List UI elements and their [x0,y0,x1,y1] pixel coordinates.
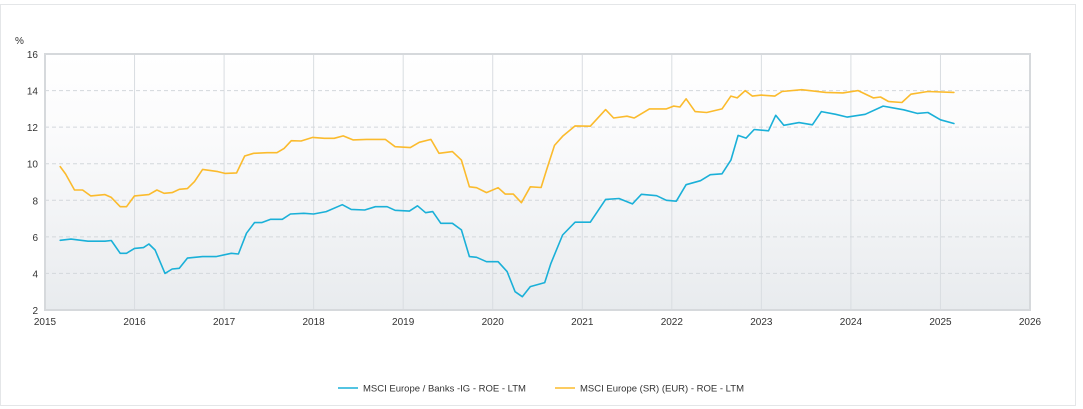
x-tick-label: 2022 [661,317,684,328]
y-tick-label: 16 [27,50,39,61]
x-tick-label: 2025 [929,317,952,328]
legend-label: MSCI Europe (SR) (EUR) - ROE - LTM [580,384,744,395]
x-tick-label: 2026 [1019,317,1042,328]
y-tick-label: 10 [27,160,39,171]
x-tick-label: 2024 [840,317,863,328]
y-tick-label: 6 [32,233,38,244]
x-tick-label: 2017 [213,317,236,328]
x-tick-label: 2023 [750,317,773,328]
y-tick-label: 14 [27,87,39,98]
x-tick-label: 2016 [123,317,146,328]
legend-item[interactable]: MSCI Europe / Banks -IG - ROE - LTM [338,384,526,395]
y-tick-label: 12 [27,123,39,134]
x-tick-label: 2020 [482,317,505,328]
x-tick-label: 2015 [34,317,57,328]
x-tick-label: 2021 [571,317,594,328]
x-tick-label: 2019 [392,317,415,328]
plot-border [44,53,1031,311]
y-axis-unit-label: % [15,36,24,47]
series-line-banks [59,105,955,298]
legend-label: MSCI Europe / Banks -IG - ROE - LTM [363,384,526,395]
y-tick-label: 8 [32,196,38,207]
plot-area [45,54,1030,310]
legend-item[interactable]: MSCI Europe (SR) (EUR) - ROE - LTM [555,384,744,395]
y-tick-label: 4 [32,269,38,280]
series-line-europe [59,88,955,208]
chart-frame [0,4,1076,406]
x-tick-label: 2018 [303,317,326,328]
y-tick-label: 2 [32,306,38,317]
